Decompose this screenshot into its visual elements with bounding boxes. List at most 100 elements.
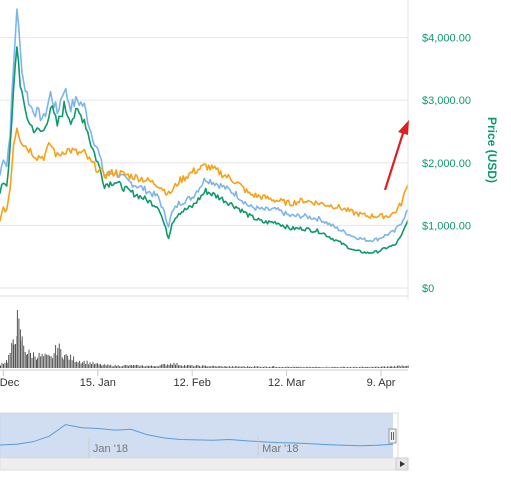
- volume-bar: [58, 343, 60, 368]
- volume-bar: [82, 362, 84, 368]
- volume-bar: [76, 361, 78, 368]
- volume-bar: [223, 366, 225, 368]
- volume-bar: [71, 360, 73, 368]
- volume-bar: [154, 366, 155, 368]
- arrow-shaft: [383, 129, 406, 191]
- volume-bar: [213, 365, 215, 368]
- price-series: [0, 8, 409, 254]
- volume-bar: [379, 366, 381, 368]
- volume-bar: [289, 366, 291, 368]
- volume-bar: [12, 339, 14, 368]
- volume-bar: [68, 359, 70, 368]
- volume-bar: [83, 360, 85, 368]
- volume-bar: [46, 354, 48, 368]
- volume-bar: [401, 365, 403, 368]
- volume-bar: [345, 367, 347, 368]
- volume-bar: [37, 357, 39, 368]
- volume-bar: [110, 364, 112, 368]
- volume-bar: [323, 367, 325, 368]
- volume-bar: [273, 366, 275, 368]
- volume-bar: [122, 366, 124, 368]
- volume-bar: [65, 354, 67, 368]
- volume-bar: [126, 365, 128, 368]
- x-tick-label: 15. Jan: [80, 377, 116, 389]
- volume-bar: [307, 367, 309, 368]
- volume-bar: [210, 366, 212, 368]
- volume-bar: [205, 366, 207, 368]
- volume-bar: [77, 362, 79, 368]
- volume-bar: [193, 366, 194, 368]
- volume-bar: [40, 356, 42, 368]
- volume-bar: [107, 364, 109, 368]
- volume-bar: [136, 364, 137, 368]
- volume-bar: [324, 367, 326, 368]
- volume-bar: [246, 366, 248, 368]
- volume-bar: [333, 366, 335, 368]
- volume-bar: [266, 366, 267, 368]
- volume-bar: [291, 367, 293, 368]
- volume-bar: [316, 366, 318, 368]
- navigator-handle[interactable]: [388, 428, 397, 444]
- volume-bar: [305, 366, 307, 368]
- volume-bar: [237, 366, 239, 368]
- volume-bar: [185, 365, 187, 368]
- volume-bar: [286, 366, 288, 368]
- volume-bar: [6, 360, 7, 368]
- volume-bar: [397, 365, 399, 368]
- volume-bar: [143, 366, 145, 368]
- scrollbar-track[interactable]: [0, 457, 399, 471]
- navigator-line: [0, 424, 394, 447]
- volume-bar: [70, 354, 72, 368]
- volume-bar: [27, 354, 28, 368]
- navigator-scrollbar[interactable]: [0, 457, 409, 471]
- volume-bar: [55, 345, 57, 368]
- volume-bar: [98, 364, 100, 368]
- volume-bar: [400, 366, 402, 368]
- volume-bar: [370, 366, 372, 368]
- volume-bar: [211, 365, 213, 368]
- y-tick-label: $0: [422, 283, 434, 295]
- volume-bar: [270, 366, 272, 368]
- volume-bar: [56, 355, 58, 368]
- x-tick-label: 12. Mar: [268, 377, 306, 389]
- volume-bar: [308, 366, 310, 368]
- volume-bar: [327, 367, 329, 368]
- volume-bar: [343, 366, 345, 368]
- volume-bar: [217, 366, 219, 368]
- volume-bar: [145, 366, 146, 368]
- volume-bar: [233, 366, 235, 368]
- volume-bar: [85, 364, 87, 368]
- volume-bar: [95, 363, 97, 368]
- volume-bar: [131, 366, 133, 368]
- volume-bar: [44, 353, 46, 368]
- volume-bar: [167, 364, 169, 368]
- volume-bar: [158, 366, 160, 368]
- volume-bar: [252, 366, 254, 368]
- volume-bar: [102, 364, 104, 368]
- volume-bars: [0, 310, 409, 368]
- volume-bar: [4, 362, 6, 368]
- volume-bar: [311, 366, 313, 368]
- volume-bar: [41, 353, 43, 368]
- volume-bar: [304, 367, 306, 368]
- volume-bar: [73, 356, 75, 368]
- navigator-series: [0, 424, 394, 447]
- volume-bar: [133, 365, 134, 368]
- volume-bar: [272, 366, 273, 368]
- volume-bar: [140, 365, 142, 368]
- volume-bar: [92, 361, 94, 368]
- volume-bar: [301, 367, 303, 368]
- navigator[interactable]: Jan '18 Mar '18: [0, 412, 399, 459]
- navigator-selected-range[interactable]: [0, 413, 393, 458]
- volume-bar: [61, 357, 63, 368]
- volume-bar: [398, 365, 400, 368]
- volume-bar: [336, 367, 338, 368]
- volume-bar: [364, 367, 366, 368]
- volume-bar: [314, 366, 316, 368]
- volume-bar: [249, 366, 251, 368]
- volume-bar: [8, 354, 10, 368]
- volume-bar: [104, 364, 106, 368]
- volume-bar: [406, 366, 408, 368]
- volume-bar: [162, 364, 164, 368]
- volume-bar: [105, 365, 107, 368]
